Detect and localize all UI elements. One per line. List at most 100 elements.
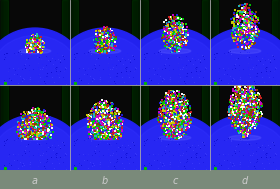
- Ellipse shape: [125, 115, 225, 189]
- Bar: [202, 0, 203, 85]
- Bar: [213, 85, 218, 170]
- Bar: [132, 85, 135, 170]
- Bar: [62, 0, 64, 85]
- Bar: [73, 0, 78, 85]
- Bar: [211, 0, 218, 85]
- Bar: [70, 54, 140, 85]
- Bar: [0, 140, 70, 170]
- Bar: [75, 0, 78, 85]
- Bar: [132, 0, 133, 85]
- Ellipse shape: [195, 115, 280, 189]
- Bar: [202, 0, 206, 85]
- Bar: [3, 85, 8, 170]
- Bar: [132, 0, 137, 85]
- Bar: [71, 85, 78, 170]
- Bar: [202, 0, 204, 85]
- Ellipse shape: [0, 36, 78, 106]
- Bar: [202, 0, 209, 85]
- Bar: [73, 0, 78, 85]
- Bar: [272, 0, 278, 85]
- Bar: [3, 0, 8, 85]
- Bar: [132, 85, 139, 170]
- Bar: [272, 85, 274, 170]
- Bar: [0, 54, 70, 85]
- Bar: [0, 85, 8, 170]
- Bar: [76, 85, 78, 170]
- Bar: [141, 0, 148, 85]
- Bar: [62, 0, 67, 85]
- Bar: [1, 0, 8, 85]
- Bar: [71, 85, 78, 170]
- Text: d: d: [242, 176, 248, 186]
- Bar: [7, 85, 8, 170]
- Bar: [62, 85, 64, 170]
- Bar: [1, 85, 8, 170]
- Bar: [202, 85, 206, 170]
- Bar: [73, 85, 78, 170]
- Ellipse shape: [202, 122, 280, 189]
- Bar: [210, 54, 280, 85]
- Bar: [144, 85, 148, 170]
- Ellipse shape: [62, 36, 148, 106]
- Ellipse shape: [55, 115, 155, 189]
- Bar: [272, 85, 275, 170]
- Ellipse shape: [89, 49, 121, 54]
- Bar: [71, 0, 78, 85]
- Bar: [4, 85, 8, 170]
- Bar: [76, 0, 78, 85]
- Bar: [202, 85, 204, 170]
- Bar: [62, 0, 70, 85]
- Bar: [272, 0, 274, 85]
- Bar: [202, 85, 206, 170]
- Bar: [62, 85, 63, 170]
- Ellipse shape: [195, 28, 280, 122]
- Ellipse shape: [19, 49, 51, 54]
- Bar: [143, 85, 148, 170]
- Bar: [216, 0, 218, 85]
- Bar: [73, 85, 78, 170]
- Bar: [272, 0, 276, 85]
- Bar: [146, 85, 148, 170]
- Bar: [132, 0, 137, 85]
- Bar: [62, 0, 64, 85]
- Bar: [140, 54, 210, 85]
- Bar: [2, 85, 8, 170]
- Bar: [214, 0, 218, 85]
- Bar: [172, 129, 178, 138]
- Bar: [272, 85, 276, 170]
- Bar: [74, 85, 78, 170]
- Bar: [132, 85, 140, 170]
- Ellipse shape: [55, 28, 155, 122]
- Bar: [76, 85, 78, 170]
- Bar: [62, 0, 63, 85]
- Bar: [272, 85, 273, 170]
- Bar: [215, 0, 218, 85]
- Bar: [272, 0, 279, 85]
- Bar: [202, 85, 207, 170]
- Bar: [146, 0, 148, 85]
- Bar: [140, 85, 148, 170]
- Bar: [202, 0, 209, 85]
- Bar: [272, 0, 279, 85]
- Bar: [202, 85, 208, 170]
- Bar: [146, 0, 148, 85]
- Bar: [5, 0, 8, 85]
- Bar: [212, 85, 218, 170]
- Ellipse shape: [159, 135, 191, 140]
- Bar: [132, 85, 137, 170]
- Bar: [202, 85, 210, 170]
- Bar: [132, 0, 135, 85]
- Bar: [140, 140, 210, 170]
- Bar: [202, 85, 209, 170]
- Bar: [272, 0, 275, 85]
- Bar: [202, 0, 205, 85]
- Bar: [132, 0, 139, 85]
- Bar: [0, 0, 8, 85]
- Text: c: c: [172, 176, 178, 186]
- Bar: [76, 0, 78, 85]
- Ellipse shape: [132, 122, 218, 189]
- Bar: [272, 85, 280, 170]
- Bar: [6, 0, 8, 85]
- Bar: [147, 0, 148, 85]
- Ellipse shape: [89, 135, 121, 140]
